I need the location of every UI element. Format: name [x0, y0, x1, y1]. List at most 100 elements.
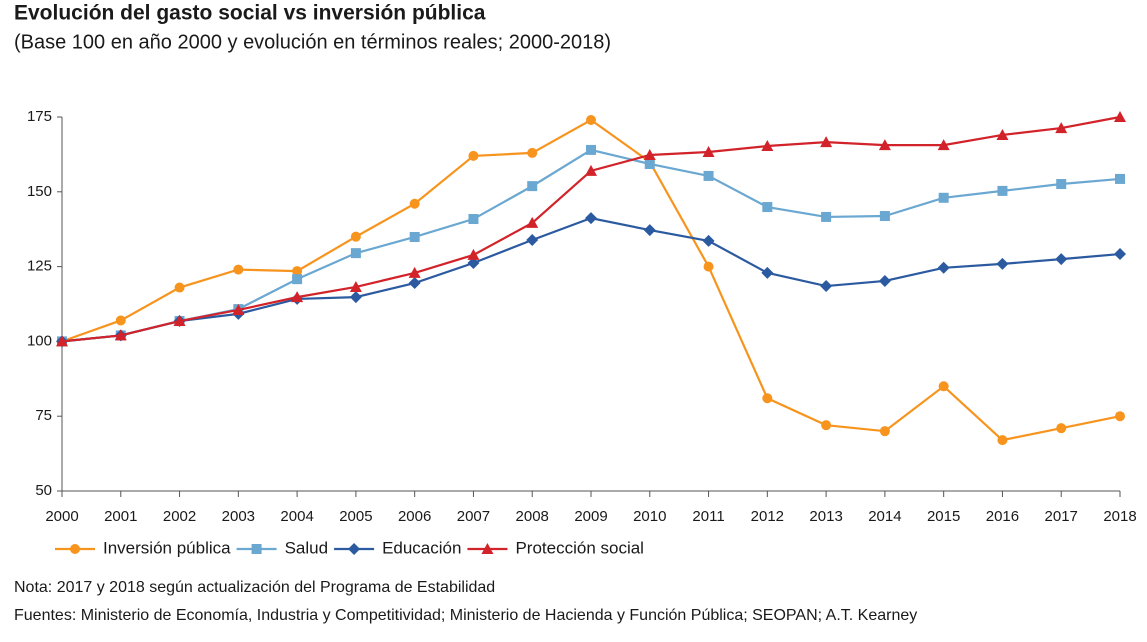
x-tick-label: 2015: [927, 508, 960, 525]
point: [1115, 173, 1125, 184]
point: [70, 544, 80, 554]
point: [114, 329, 127, 341]
point: [251, 544, 262, 554]
x-tick-label: 2012: [751, 508, 784, 525]
x-tick-label: 2002: [163, 508, 196, 525]
point: [468, 150, 479, 161]
point: [468, 214, 479, 225]
x-tick-label: 2004: [280, 508, 313, 525]
source: Fuentes: Ministerio de Economía, Industr…: [14, 607, 917, 624]
point: [997, 435, 1008, 446]
point: [820, 280, 833, 293]
point: [173, 315, 186, 327]
point: [350, 231, 361, 242]
y-tick-label: 100: [27, 332, 52, 349]
point: [702, 146, 715, 158]
point: [702, 234, 715, 247]
point: [879, 211, 890, 222]
point: [996, 257, 1009, 270]
legend-label: Educación: [382, 538, 461, 557]
point: [467, 248, 480, 260]
note: Nota: 2017 y 2018 según actualización de…: [14, 579, 495, 596]
point: [703, 170, 714, 181]
x-tick-label: 2001: [104, 508, 137, 525]
x-tick-label: 2007: [457, 508, 490, 525]
point: [878, 274, 891, 287]
x-tick-label: 2006: [398, 508, 431, 525]
point: [761, 266, 774, 279]
point: [1056, 423, 1067, 434]
point: [527, 181, 538, 192]
point: [350, 248, 361, 259]
point: [1056, 179, 1067, 190]
point: [348, 543, 361, 555]
x-tick-label: 2017: [1045, 508, 1078, 525]
point: [408, 266, 421, 278]
point: [291, 291, 304, 303]
point: [408, 277, 421, 290]
point: [821, 211, 832, 222]
point: [762, 202, 773, 213]
point: [349, 280, 362, 292]
point: [585, 164, 597, 176]
point: [1055, 253, 1068, 266]
point: [937, 139, 950, 151]
chart-title: Evolución del gasto social vs inversión …: [14, 2, 486, 25]
x-tick-label: 2005: [339, 508, 372, 525]
point: [821, 420, 832, 431]
x-tick-label: 2016: [986, 508, 1019, 525]
point: [996, 128, 1009, 140]
y-tick-label: 150: [27, 183, 52, 200]
point: [56, 335, 68, 347]
point: [586, 144, 596, 155]
point: [762, 393, 773, 404]
point: [467, 257, 480, 270]
point: [643, 148, 656, 160]
point: [115, 315, 126, 326]
point: [761, 140, 774, 152]
legend-label: Salud: [285, 538, 328, 557]
point: [233, 264, 244, 275]
point: [938, 381, 949, 392]
legend-label: Inversión pública: [103, 538, 231, 557]
point: [526, 233, 539, 246]
y-tick-label: 50: [35, 482, 52, 499]
x-tick-label: 2000: [45, 508, 78, 525]
point: [1114, 248, 1126, 261]
y-tick-label: 75: [35, 407, 52, 424]
x-tick-label: 2009: [574, 508, 607, 525]
point: [586, 114, 596, 125]
point: [292, 266, 303, 277]
point: [703, 261, 714, 272]
x-tick-label: 2008: [516, 508, 549, 525]
point: [409, 231, 420, 242]
point: [526, 216, 539, 228]
point: [527, 147, 538, 158]
x-tick-label: 2010: [633, 508, 666, 525]
x-tick-label: 2014: [868, 508, 901, 525]
chart-subtitle: (Base 100 en año 2000 y evolución en tér…: [14, 31, 611, 53]
point: [1114, 111, 1126, 122]
point: [643, 224, 656, 237]
point: [1115, 411, 1125, 422]
point: [997, 185, 1008, 196]
point: [174, 282, 185, 293]
y-tick-label: 125: [27, 258, 52, 275]
x-tick-label: 2018: [1103, 508, 1136, 525]
point: [644, 158, 655, 169]
point: [937, 261, 950, 274]
point: [879, 426, 890, 437]
point: [409, 198, 420, 209]
x-tick-label: 2011: [692, 508, 724, 525]
y-tick-label: 175: [27, 108, 52, 125]
point: [878, 139, 891, 151]
point: [292, 274, 303, 285]
point: [349, 291, 362, 304]
series-line: [61, 216, 1121, 343]
point: [481, 543, 494, 554]
point: [232, 303, 245, 315]
x-tick-label: 2003: [222, 508, 255, 525]
legend-label: Protección social: [515, 538, 644, 557]
point: [938, 192, 949, 203]
